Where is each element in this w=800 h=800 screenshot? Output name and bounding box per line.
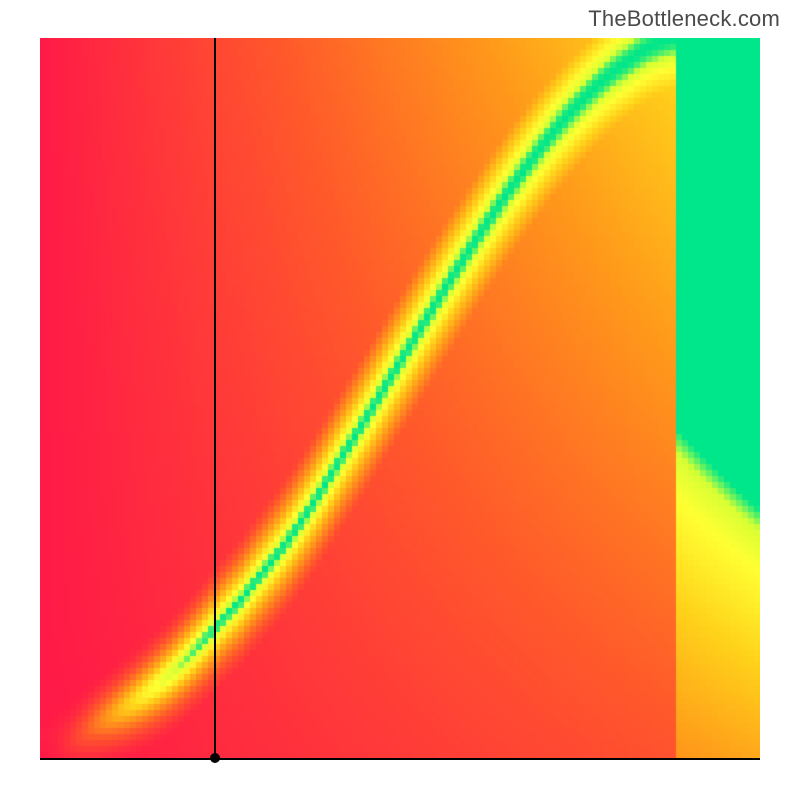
heatmap-canvas (40, 38, 760, 758)
vertical-marker-line (214, 38, 215, 758)
x-axis (40, 758, 760, 760)
plot-area (40, 38, 760, 758)
vertical-marker-dot (210, 753, 220, 763)
watermark-text: TheBottleneck.com (588, 6, 780, 32)
